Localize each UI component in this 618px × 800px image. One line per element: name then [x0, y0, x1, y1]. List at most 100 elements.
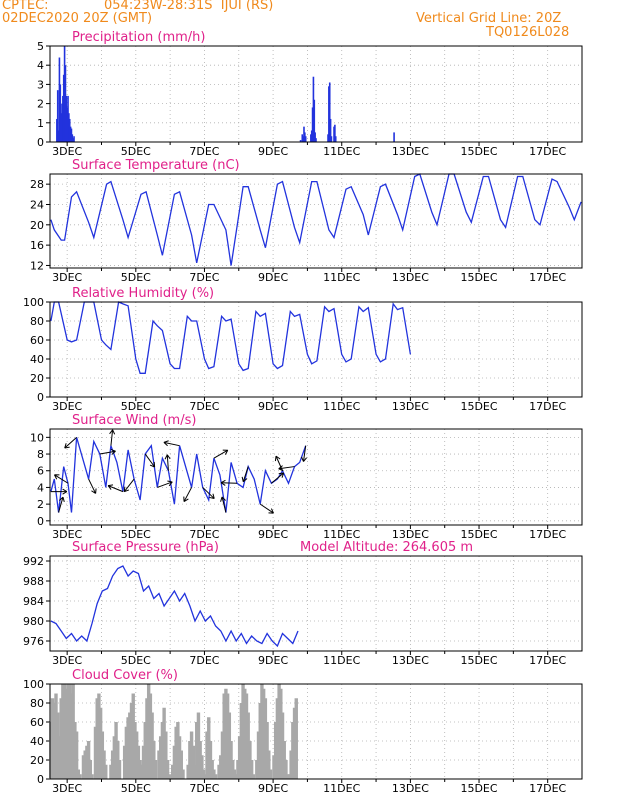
x-tick-label: 9DEC: [258, 400, 288, 413]
x-tick-label: 15DEC: [460, 145, 497, 158]
precip-bar: [67, 95, 69, 142]
precip-bar: [63, 46, 66, 142]
cloud-bar: [231, 760, 235, 779]
wind-arrow: [302, 445, 307, 462]
cloud-bar: [153, 760, 158, 779]
wind-arrow-head: [167, 480, 173, 487]
precip-bar: [60, 113, 62, 142]
wind-arrow: [107, 485, 124, 493]
cloud-bar: [200, 755, 204, 779]
cloud-bar: [280, 712, 285, 779]
x-tick-label: 3DEC: [52, 528, 82, 541]
wind-arrow: [221, 496, 227, 513]
precip-bar: [68, 113, 70, 142]
cloud-bar: [273, 722, 278, 779]
cloud-bar: [85, 745, 89, 779]
cloud-bar: [104, 764, 108, 779]
wind-title: Surface Wind (m/s): [72, 413, 196, 428]
cloud-bar: [66, 684, 70, 779]
y-tick-label: 40: [30, 353, 44, 366]
x-tick-label: 13DEC: [392, 145, 429, 158]
y-tick-label: 60: [30, 716, 44, 729]
precip-bar: [66, 107, 68, 142]
precip-bar: [299, 140, 302, 142]
cloud-bar: [141, 745, 146, 779]
cloud-bar: [100, 731, 105, 779]
x-tick-label: 9DEC: [258, 271, 288, 284]
precip-bar: [328, 82, 331, 142]
cloud-bar: [234, 774, 238, 779]
cloud-bar: [237, 736, 242, 779]
precip-bar: [64, 65, 67, 142]
precip-bar: [72, 138, 74, 142]
wind-frame: [49, 428, 583, 526]
precip-bar: [393, 132, 395, 142]
cloud-bar: [122, 745, 127, 779]
cloud-bar: [196, 712, 201, 779]
x-tick-label: 17DEC: [529, 400, 566, 413]
cloud-bar: [49, 722, 53, 779]
y-tick-label: 0: [37, 391, 44, 404]
cloud-bar: [227, 712, 232, 779]
cloud-bar: [193, 764, 197, 779]
cloud-bar: [232, 769, 237, 779]
cloud-bar: [191, 745, 195, 779]
precip-bar: [70, 128, 73, 142]
precip-bar: [327, 134, 329, 142]
x-tick-label: 11DEC: [323, 400, 360, 413]
cloud-bar: [131, 693, 135, 779]
wind-arrow: [271, 472, 284, 484]
x-tick-label: 15DEC: [460, 782, 497, 795]
cloud-bar: [289, 750, 293, 779]
precip-bar: [56, 118, 58, 142]
wind-arrow-head: [163, 440, 169, 447]
y-tick-label: 6: [37, 465, 44, 478]
wind-arrow-head: [301, 456, 308, 462]
y-tick-label: 1: [37, 117, 44, 130]
cloud-bar: [124, 726, 129, 779]
x-tick-label: 9DEC: [258, 145, 288, 158]
cloud-bar: [138, 760, 142, 779]
cloud-bar: [260, 684, 264, 779]
cloud-bar: [294, 698, 298, 779]
cloud-bar: [229, 741, 233, 779]
cloud-bar: [145, 698, 149, 779]
cloud-bar: [188, 741, 192, 779]
cloud-bar: [78, 774, 82, 779]
cloud-bar: [186, 764, 190, 779]
cloud-bar: [272, 755, 276, 779]
wind-arrow-head: [278, 465, 284, 472]
x-tick-label: 7DEC: [189, 528, 219, 541]
y-tick-label: 10: [30, 431, 44, 444]
cloud-bar: [117, 760, 122, 779]
cloud-bar: [210, 760, 214, 779]
x-tick-label: 5DEC: [121, 654, 151, 667]
precip-bar: [71, 134, 74, 142]
x-tick-label: 11DEC: [323, 654, 360, 667]
cloud-bar: [97, 693, 101, 779]
cloud-bar: [220, 731, 225, 779]
x-tick-label: 17DEC: [529, 654, 566, 667]
cloud-bar: [275, 698, 280, 779]
precip-bar: [311, 107, 314, 142]
wind-arrow: [54, 474, 69, 484]
y-tick-label: 5: [37, 40, 44, 53]
y-tick-label: 20: [30, 754, 44, 767]
cloud-bar: [172, 745, 177, 779]
cloud-bar: [224, 688, 228, 779]
pressure-title: Surface Pressure (hPa): [72, 540, 219, 555]
pressure-panel: Surface Pressure (hPa) Model Altitude: 26…: [23, 540, 583, 667]
wind-arrow: [202, 487, 215, 499]
x-tick-label: 13DEC: [392, 528, 429, 541]
x-tick-label: 3DEC: [52, 271, 82, 284]
wind-arrow: [163, 441, 180, 447]
x-tick-label: 5DEC: [121, 528, 151, 541]
cloud-bar: [52, 703, 56, 779]
precip-bar: [303, 126, 305, 142]
precip-bar: [334, 136, 337, 142]
wind-arrow-head: [164, 454, 171, 460]
cloud-bar: [164, 731, 168, 779]
pressure-frame: [49, 555, 583, 652]
temp-panel: Surface Temperature (nC) 12 16 20 24 28 3DEC 5D…: [30, 158, 583, 284]
x-tick-label: 5DEC: [121, 400, 151, 413]
